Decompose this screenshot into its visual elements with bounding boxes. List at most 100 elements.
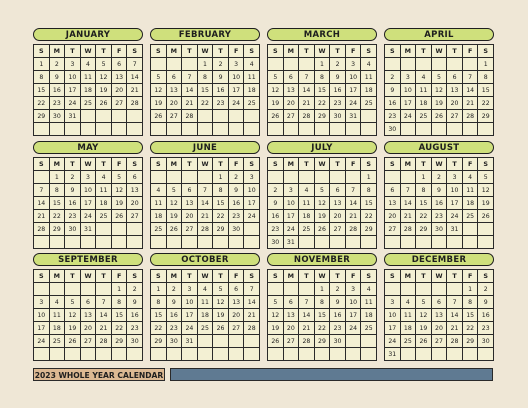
day-cell: 18	[416, 97, 432, 110]
day-cell: 30	[268, 236, 284, 249]
month-grid: S M T W T F S 1 2 3 4 5 6 7 8 9 10 11 12 13 14 15 16 17 18 19 20 21…	[150, 157, 260, 249]
empty-cell	[478, 223, 494, 236]
day-cell: 27	[385, 223, 401, 236]
day-cell: 13	[127, 184, 143, 197]
empty-cell	[400, 171, 417, 184]
weekday-label: T	[213, 270, 229, 283]
day-cell: 15	[314, 309, 331, 322]
weekday-label: M	[49, 270, 66, 283]
day-cell: 14	[299, 84, 315, 97]
empty-cell	[478, 123, 494, 136]
month-grid: S M T W T F S 1 2 3 4 5 6 7 8 9 10 11 12 13 14 15 16 17 18 19 20 21…	[33, 44, 143, 136]
day-cell: 21	[462, 97, 479, 110]
day-cell: 2	[330, 283, 346, 296]
weekday-label: W	[197, 270, 214, 283]
empty-cell	[96, 110, 112, 123]
day-cell: 28	[34, 223, 50, 236]
day-cell: 11	[416, 84, 432, 97]
weekday-label: F	[462, 158, 479, 171]
weekday-label: F	[345, 158, 362, 171]
day-cell: 16	[127, 309, 143, 322]
day-cell: 5	[268, 71, 284, 84]
day-cell: 14	[447, 309, 463, 322]
day-cell: 26	[478, 210, 494, 223]
day-cell: 20	[385, 210, 401, 223]
day-cell: 5	[431, 71, 448, 84]
day-cell: 23	[213, 97, 229, 110]
empty-cell	[330, 348, 346, 361]
empty-cell	[244, 236, 260, 249]
day-cell: 5	[314, 184, 331, 197]
day-cell: 30	[166, 335, 183, 348]
weekday-label: M	[49, 45, 66, 58]
day-cell: 15	[34, 84, 50, 97]
day-cell: 2	[65, 171, 81, 184]
footer-bar	[170, 368, 493, 381]
month-header: NOVEMBER	[267, 253, 377, 266]
day-cell: 10	[80, 184, 97, 197]
weekday-label: M	[166, 270, 183, 283]
day-cell: 7	[244, 283, 260, 296]
day-cell: 12	[314, 197, 331, 210]
weekday-label: T	[416, 270, 432, 283]
day-cell: 21	[447, 322, 463, 335]
weekday-label: T	[416, 158, 432, 171]
empty-cell	[111, 110, 128, 123]
empty-cell	[111, 236, 128, 249]
day-cell: 19	[111, 197, 128, 210]
empty-cell	[213, 236, 229, 249]
day-cell: 24	[65, 97, 81, 110]
empty-cell	[299, 123, 315, 136]
day-cell: 27	[431, 335, 448, 348]
day-cell: 17	[65, 84, 81, 97]
empty-cell	[182, 348, 198, 361]
weekday-label: W	[314, 45, 331, 58]
day-cell: 10	[182, 296, 198, 309]
day-cell: 10	[345, 296, 362, 309]
empty-cell	[283, 58, 300, 71]
weekday-label: F	[228, 158, 245, 171]
day-cell: 18	[462, 197, 479, 210]
empty-cell	[416, 236, 432, 249]
day-cell: 16	[228, 197, 245, 210]
day-cell: 22	[34, 97, 50, 110]
empty-cell	[34, 171, 50, 184]
empty-cell	[65, 283, 81, 296]
day-cell: 2	[228, 171, 245, 184]
empty-cell	[96, 236, 112, 249]
day-cell: 11	[151, 197, 167, 210]
day-cell: 2	[49, 58, 66, 71]
weekday-label: W	[314, 270, 331, 283]
day-cell: 14	[400, 197, 417, 210]
day-cell: 12	[65, 309, 81, 322]
day-cell: 28	[244, 322, 260, 335]
day-cell: 29	[314, 335, 331, 348]
empty-cell	[213, 348, 229, 361]
month-header: AUGUST	[384, 141, 494, 154]
day-cell: 17	[228, 84, 245, 97]
day-cell: 11	[361, 296, 377, 309]
empty-cell	[127, 236, 143, 249]
day-cell: 21	[127, 84, 143, 97]
day-cell: 29	[462, 335, 479, 348]
weekday-label: M	[400, 158, 417, 171]
day-cell: 13	[447, 84, 463, 97]
weekday-label: T	[96, 158, 112, 171]
day-cell: 8	[197, 71, 214, 84]
day-cell: 27	[80, 335, 97, 348]
weekday-label: S	[151, 158, 167, 171]
empty-cell	[462, 236, 479, 249]
day-cell: 12	[111, 184, 128, 197]
day-cell: 23	[431, 210, 448, 223]
empty-cell	[182, 236, 198, 249]
day-cell: 29	[111, 335, 128, 348]
empty-cell	[166, 171, 183, 184]
empty-cell	[244, 335, 260, 348]
empty-cell	[478, 348, 494, 361]
day-cell: 20	[228, 309, 245, 322]
day-cell: 3	[80, 171, 97, 184]
day-cell: 9	[330, 71, 346, 84]
month-grid: S M T W T F S 1 2 3 4 5 6 7 8 9 10 11 12 13 14 15 16 17 18 19 20 21…	[267, 44, 377, 136]
empty-cell	[268, 348, 284, 361]
weekday-label: S	[127, 270, 143, 283]
